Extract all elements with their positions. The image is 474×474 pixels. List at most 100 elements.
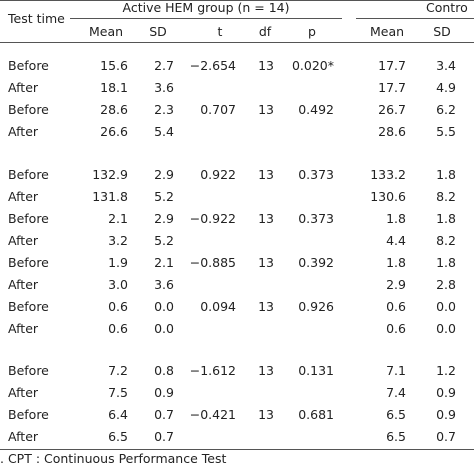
- active-sd-cell: 2.1: [154, 255, 174, 270]
- active-mean-cell: 3.2: [108, 233, 128, 248]
- active-sd-cell: 0.0: [154, 321, 174, 336]
- control-mean-cell: 1.8: [386, 255, 406, 270]
- p-value-cell: 0.131: [298, 363, 334, 378]
- active-group-underline: [70, 18, 342, 19]
- control-sd-cell: 1.8: [436, 255, 456, 270]
- row-label: After: [8, 124, 39, 139]
- col-header-p: p: [308, 24, 316, 39]
- active-sd-cell: 0.0: [154, 299, 174, 314]
- row-label: After: [8, 321, 39, 336]
- active-mean-cell: 28.6: [100, 102, 128, 117]
- control-sd-cell: 2.8: [436, 277, 456, 292]
- active-sd-cell: 5.2: [154, 189, 174, 204]
- control-sd-cell: 6.2: [436, 102, 456, 117]
- row-label: Before: [8, 255, 49, 270]
- p-value-cell: 0.681: [298, 407, 334, 422]
- row-label: After: [8, 80, 39, 95]
- row-label: After: [8, 189, 39, 204]
- footnote-rule: [0, 449, 474, 450]
- active-sd-cell: 2.7: [154, 58, 174, 73]
- control-mean-cell: 133.2: [370, 167, 406, 182]
- control-mean-cell: 0.6: [386, 321, 406, 336]
- control-sd-cell: 0.0: [436, 299, 456, 314]
- p-value-cell: 0.020*: [291, 58, 334, 73]
- p-value-cell: 0.373: [298, 167, 334, 182]
- active-mean-cell: 0.6: [108, 321, 128, 336]
- control-mean-cell: 4.4: [386, 233, 406, 248]
- active-mean-cell: 7.2: [108, 363, 128, 378]
- control-sd-cell: 5.5: [436, 124, 456, 139]
- active-mean-cell: 2.1: [108, 211, 128, 226]
- control-mean-cell: 7.1: [386, 363, 406, 378]
- active-sd-cell: 2.9: [154, 167, 174, 182]
- t-value-cell: 0.922: [200, 167, 236, 182]
- row-label: After: [8, 385, 39, 400]
- footnote: . CPT : Continuous Performance Test: [0, 451, 227, 466]
- active-sd-cell: 0.8: [154, 363, 174, 378]
- row-label: Before: [8, 407, 49, 422]
- control-group-header: Contro: [426, 0, 468, 15]
- df-cell: 13: [258, 363, 274, 378]
- active-sd-cell: 3.6: [154, 80, 174, 95]
- t-value-cell: −1.612: [189, 363, 236, 378]
- active-sd-cell: 2.3: [154, 102, 174, 117]
- active-mean-cell: 7.5: [108, 385, 128, 400]
- df-cell: 13: [258, 299, 274, 314]
- row-label: Before: [8, 102, 49, 117]
- active-mean-cell: 6.4: [108, 407, 128, 422]
- col-header-active-mean: Mean: [88, 24, 124, 39]
- control-mean-cell: 0.6: [386, 299, 406, 314]
- col-header-control-mean: Mean: [369, 24, 405, 39]
- control-mean-cell: 6.5: [386, 407, 406, 422]
- control-sd-cell: 4.9: [436, 80, 456, 95]
- active-mean-cell: 15.6: [100, 58, 128, 73]
- control-group-underline: [356, 18, 474, 19]
- control-sd-cell: 0.9: [436, 407, 456, 422]
- active-sd-cell: 2.9: [154, 211, 174, 226]
- df-cell: 13: [258, 58, 274, 73]
- row-label: After: [8, 429, 39, 444]
- df-cell: 13: [258, 211, 274, 226]
- active-sd-cell: 5.2: [154, 233, 174, 248]
- row-label: After: [8, 233, 39, 248]
- p-value-cell: 0.926: [298, 299, 334, 314]
- row-label: Before: [8, 58, 49, 73]
- control-mean-cell: 26.7: [378, 102, 406, 117]
- control-mean-cell: 17.7: [378, 58, 406, 73]
- control-sd-cell: 1.8: [436, 167, 456, 182]
- control-mean-cell: 28.6: [378, 124, 406, 139]
- control-sd-cell: 0.9: [436, 385, 456, 400]
- control-mean-cell: 17.7: [378, 80, 406, 95]
- row-label: Before: [8, 299, 49, 314]
- active-mean-cell: 3.0: [108, 277, 128, 292]
- t-value-cell: −2.654: [189, 58, 236, 73]
- control-mean-cell: 2.9: [386, 277, 406, 292]
- t-value-cell: −0.421: [189, 407, 236, 422]
- control-mean-cell: 130.6: [370, 189, 406, 204]
- row-label: Before: [8, 167, 49, 182]
- control-sd-cell: 3.4: [436, 58, 456, 73]
- test-time-header: Test time: [8, 11, 65, 26]
- p-value-cell: 0.373: [298, 211, 334, 226]
- df-cell: 13: [258, 167, 274, 182]
- t-value-cell: 0.707: [200, 102, 236, 117]
- col-header-active-sd: SD: [149, 24, 167, 39]
- df-cell: 13: [258, 255, 274, 270]
- active-sd-cell: 0.7: [154, 429, 174, 444]
- row-label: After: [8, 277, 39, 292]
- active-mean-cell: 131.8: [92, 189, 128, 204]
- active-mean-cell: 132.9: [92, 167, 128, 182]
- t-value-cell: 0.094: [200, 299, 236, 314]
- header-rule: [0, 42, 474, 43]
- active-mean-cell: 18.1: [100, 80, 128, 95]
- active-mean-cell: 0.6: [108, 299, 128, 314]
- control-sd-cell: 8.2: [436, 233, 456, 248]
- t-value-cell: −0.922: [189, 211, 236, 226]
- active-group-header: Active HEM group (n = 14): [122, 0, 290, 15]
- t-value-cell: −0.885: [189, 255, 236, 270]
- col-header-control-sd: SD: [433, 24, 451, 39]
- control-sd-cell: 8.2: [436, 189, 456, 204]
- active-sd-cell: 0.9: [154, 385, 174, 400]
- active-sd-cell: 0.7: [154, 407, 174, 422]
